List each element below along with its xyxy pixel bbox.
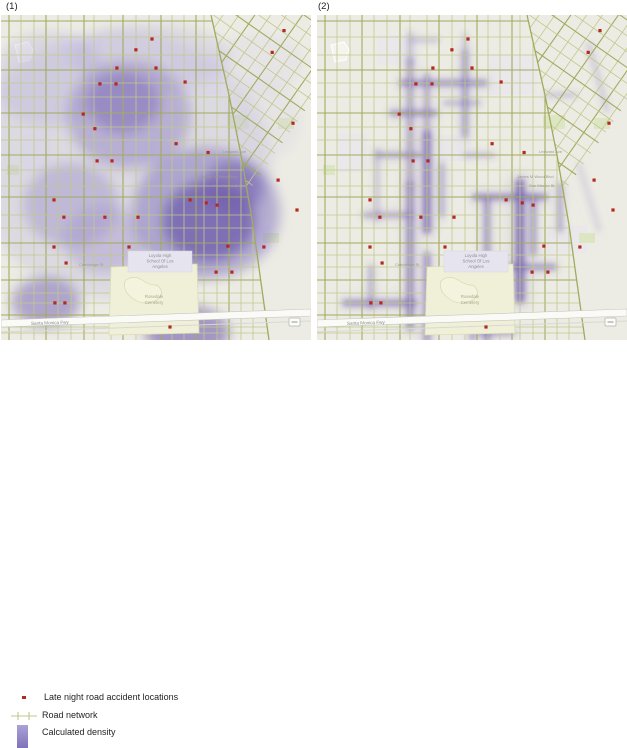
road-network-icon [10, 711, 38, 721]
svg-text:James M Wood Blvd: James M Wood Blvd [201, 174, 238, 179]
svg-text:Angeles: Angeles [152, 264, 168, 269]
legend-item-road-network: Road network [42, 710, 98, 721]
svg-text:Leeward Ave: Leeward Ave [223, 149, 247, 154]
svg-text:Loyola High: Loyola High [149, 253, 172, 258]
svg-text:Cambridge St: Cambridge St [79, 262, 104, 267]
svg-text:Cemetery: Cemetery [145, 300, 164, 305]
svg-text:San Marino St: San Marino St [529, 183, 555, 188]
panel-2-label: (2) [318, 1, 330, 12]
svg-text:School Of Los: School Of Los [147, 259, 174, 264]
legend-item-calculated-density: Calculated density [42, 727, 116, 738]
accident-marker-icon [22, 696, 26, 699]
legend-item-accident-locations: Late night road accident locations [44, 692, 178, 703]
svg-text:Leeward Ave: Leeward Ave [539, 149, 563, 154]
map-canvas-1: James M Wood Blvd San Marino St Leeward Av… [1, 15, 311, 340]
density-swatch-icon [17, 725, 28, 748]
svg-text:San Marino St: San Marino St [213, 183, 239, 188]
map-panel-network-density: James M Wood Blvd San Marino St Leeward Av… [317, 15, 627, 340]
map-canvas-2: James M Wood Blvd San Marino St Leeward Av… [317, 15, 627, 340]
map-panel-kernel-density: James M Wood Blvd San Marino St Leeward Av… [1, 15, 311, 340]
legend: Late night road accident locations Road … [0, 344, 260, 410]
svg-text:Cambridge St: Cambridge St [395, 262, 420, 267]
svg-text:Rosedale: Rosedale [461, 294, 480, 299]
svg-text:Rosedale: Rosedale [145, 294, 164, 299]
panel-1-label: (1) [6, 1, 18, 12]
svg-text:James M Wood Blvd: James M Wood Blvd [517, 174, 554, 179]
svg-text:Loyola High: Loyola High [465, 253, 488, 258]
svg-text:School Of Los: School Of Los [463, 259, 490, 264]
svg-text:Angeles: Angeles [468, 264, 484, 269]
svg-text:Cemetery: Cemetery [461, 300, 480, 305]
